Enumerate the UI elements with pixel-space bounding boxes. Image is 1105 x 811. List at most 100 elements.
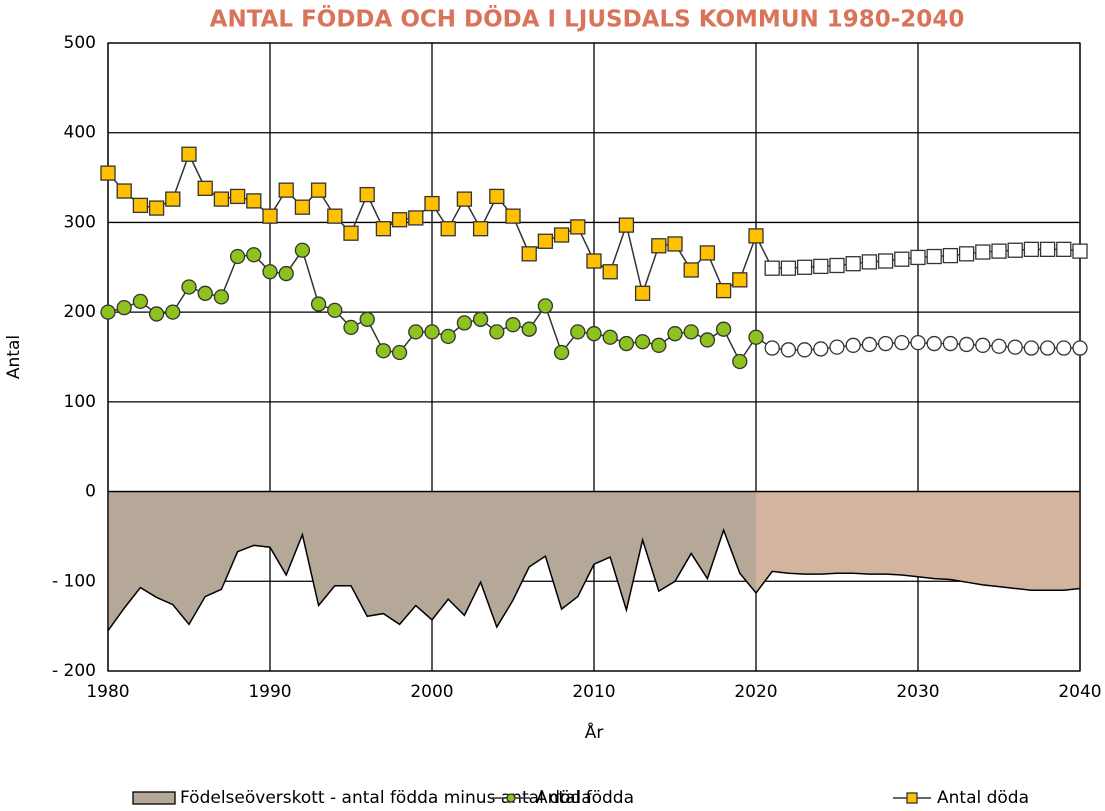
- marker: [861, 336, 878, 353]
- marker: [262, 264, 278, 280]
- marker: [472, 221, 489, 237]
- marker: [910, 334, 926, 351]
- plot-frame: [107, 42, 1081, 672]
- marker: [148, 200, 165, 216]
- marker: [683, 262, 699, 278]
- marker: [181, 146, 197, 162]
- marker: [1056, 241, 1072, 257]
- marker: [667, 326, 683, 342]
- marker: [521, 321, 537, 337]
- marker: [618, 335, 635, 352]
- marker: [246, 193, 262, 209]
- marker: [521, 246, 537, 262]
- marker: [197, 180, 213, 196]
- marker: [975, 337, 991, 353]
- marker: [472, 311, 489, 327]
- x-tick-label: 2000: [410, 682, 453, 702]
- y-tick-label: 100: [64, 392, 96, 412]
- marker: [132, 293, 149, 310]
- marker: [699, 332, 716, 348]
- marker: [780, 342, 797, 358]
- marker: [1007, 339, 1023, 355]
- marker: [310, 296, 327, 312]
- marker: [570, 219, 586, 235]
- marker: [651, 238, 667, 254]
- x-axis-label: År: [585, 721, 604, 743]
- legend-item: Födelseöverskott - antal födda minus ant…: [132, 788, 592, 808]
- marker: [456, 191, 473, 207]
- marker: [294, 242, 311, 258]
- y-axis-label: Antal: [4, 335, 24, 379]
- legend-label: Födelseöverskott - antal födda minus ant…: [180, 788, 592, 808]
- legend-item: Antal födda: [492, 788, 634, 808]
- marker: [213, 191, 230, 207]
- marker: [796, 342, 813, 358]
- marker: [602, 329, 618, 345]
- marker: [813, 341, 829, 357]
- marker: [845, 337, 861, 353]
- marker: [424, 195, 440, 212]
- marker: [845, 256, 861, 272]
- marker: [229, 188, 246, 205]
- marker: [829, 339, 845, 355]
- marker: [553, 227, 570, 243]
- marker: [683, 324, 699, 340]
- marker: [942, 335, 959, 352]
- legend-marker: [906, 792, 918, 804]
- y-tick-label: - 100: [52, 571, 96, 591]
- y-tick-label: - 200: [52, 661, 96, 681]
- marker: [489, 188, 505, 205]
- legend-label: Antal döda: [937, 788, 1029, 808]
- marker: [732, 353, 748, 370]
- legend-swatch: [132, 791, 176, 805]
- marker: [197, 285, 213, 301]
- marker: [667, 236, 683, 252]
- marker: [310, 182, 327, 198]
- marker: [375, 343, 392, 359]
- marker: [1072, 243, 1088, 259]
- marker: [991, 338, 1007, 354]
- marker: [764, 340, 780, 356]
- marker: [294, 199, 311, 215]
- area: [108, 491, 756, 631]
- marker: [181, 279, 197, 295]
- marker: [796, 259, 813, 275]
- marker: [489, 324, 505, 340]
- marker: [991, 243, 1007, 259]
- marker: [246, 247, 262, 263]
- marker: [456, 315, 473, 331]
- x-tick-label: 2010: [572, 682, 615, 702]
- marker: [391, 344, 408, 361]
- marker: [910, 249, 926, 266]
- marker: [602, 264, 618, 280]
- marker: [1023, 340, 1040, 356]
- marker: [586, 326, 602, 342]
- marker: [958, 246, 975, 262]
- marker: [975, 244, 991, 260]
- marker: [748, 329, 764, 345]
- marker: [408, 324, 424, 340]
- marker: [877, 253, 894, 269]
- marker: [861, 254, 878, 270]
- marker: [100, 304, 116, 320]
- marker: [165, 191, 181, 207]
- marker: [764, 260, 780, 276]
- marker: [278, 265, 294, 282]
- marker: [343, 319, 359, 336]
- marker: [894, 251, 910, 267]
- marker: [327, 302, 343, 318]
- marker: [537, 233, 554, 249]
- marker: [278, 182, 294, 198]
- marker: [165, 304, 181, 320]
- y-tick-label: 300: [64, 212, 96, 232]
- marker: [213, 289, 230, 305]
- marker: [375, 221, 392, 237]
- marker: [148, 306, 165, 322]
- area: [756, 491, 1080, 593]
- marker: [926, 248, 942, 265]
- y-tick-label: 400: [64, 123, 96, 143]
- y-tick-label: 0: [85, 482, 96, 502]
- marker: [327, 208, 343, 224]
- x-tick-label: 2020: [734, 682, 777, 702]
